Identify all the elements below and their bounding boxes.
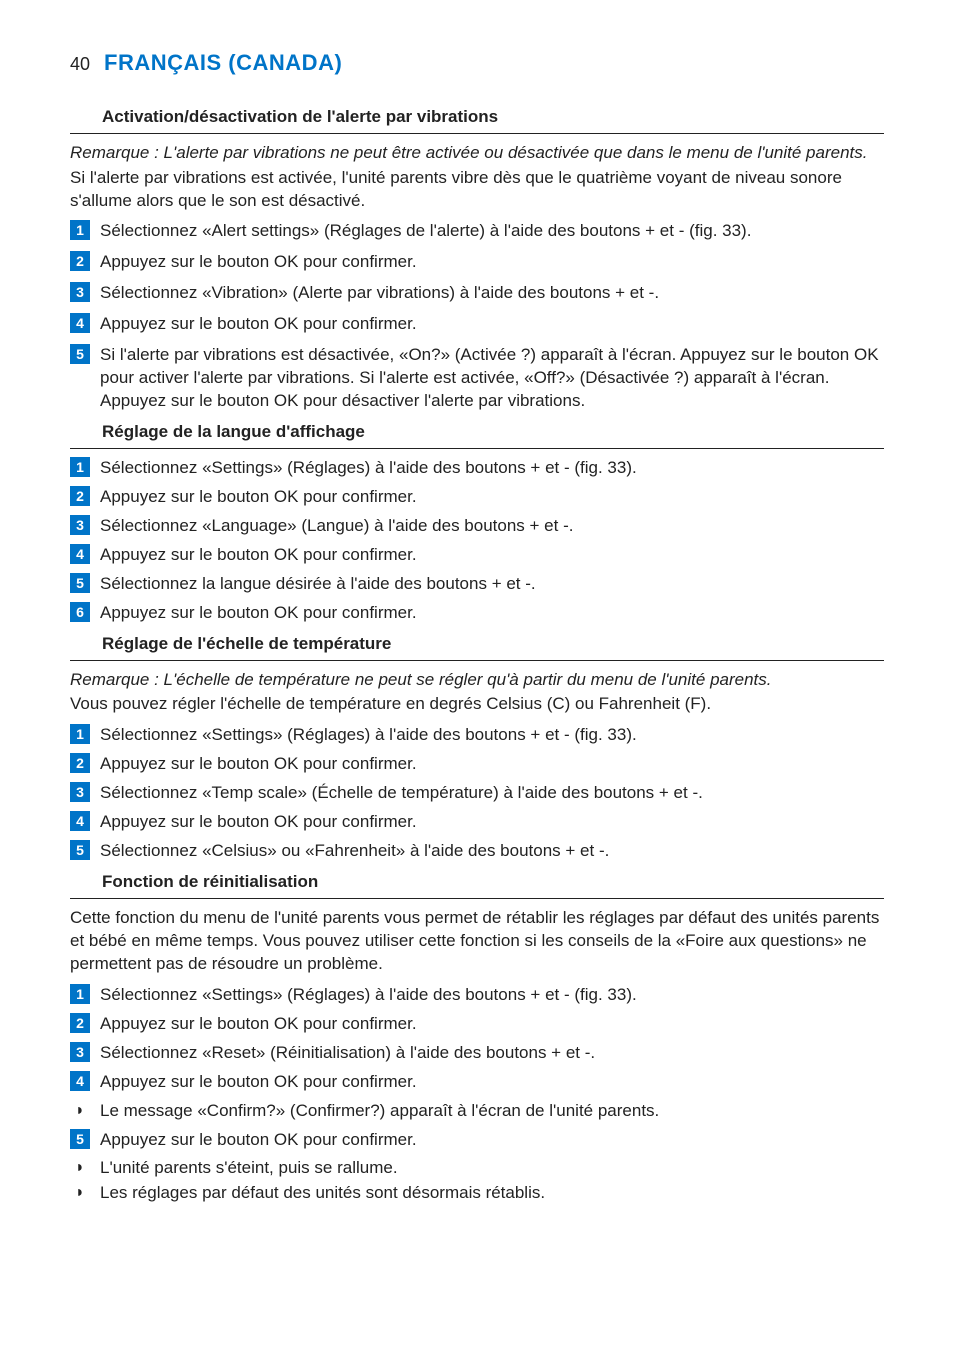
step-text: Appuyez sur le bouton OK pour confirmer. (100, 313, 884, 336)
section-note: Remarque : L'échelle de température ne p… (70, 669, 884, 692)
step-text: Appuyez sur le bouton OK pour confirmer. (100, 544, 884, 567)
step-item: 6 Appuyez sur le bouton OK pour confirme… (70, 602, 884, 625)
step-text: Appuyez sur le bouton OK pour confirmer. (100, 1013, 884, 1036)
step-text: Appuyez sur le bouton OK pour confirmer. (100, 486, 884, 509)
bullet-arrow-icon: ◗ (70, 1182, 90, 1204)
step-number-badge: 1 (70, 724, 90, 744)
step-number-badge: 4 (70, 544, 90, 564)
step-item: 5 Sélectionnez «Celsius» ou «Fahrenheit»… (70, 840, 884, 863)
section-title: Fonction de réinitialisation (102, 871, 884, 894)
bullet-arrow-icon: ◗ (70, 1157, 90, 1179)
step-item: 4 Appuyez sur le bouton OK pour confirme… (70, 1071, 884, 1094)
step-sub-text: Les réglages par défaut des unités sont … (100, 1182, 545, 1205)
step-text: Appuyez sur le bouton OK pour confirmer. (100, 602, 884, 625)
step-number-badge: 1 (70, 984, 90, 1004)
step-item: 2 Appuyez sur le bouton OK pour confirme… (70, 753, 884, 776)
step-item: 2 Appuyez sur le bouton OK pour confirme… (70, 1013, 884, 1036)
section-intro: Si l'alerte par vibrations est activée, … (70, 167, 884, 213)
step-number-badge: 3 (70, 782, 90, 802)
section-title: Réglage de l'échelle de température (102, 633, 884, 656)
steps-list: 1 Sélectionnez «Alert settings» (Réglage… (70, 220, 884, 413)
step-text: Sélectionnez «Celsius» ou «Fahrenheit» à… (100, 840, 884, 863)
steps-list: 1 Sélectionnez «Settings» (Réglages) à l… (70, 457, 884, 625)
step-text: Sélectionnez «Vibration» (Alerte par vib… (100, 282, 884, 305)
section-title: Activation/désactivation de l'alerte par… (102, 106, 884, 129)
divider (70, 448, 884, 449)
step-number-badge: 2 (70, 1013, 90, 1033)
section-note: Remarque : L'alerte par vibrations ne pe… (70, 142, 884, 165)
step-number-badge: 6 (70, 602, 90, 622)
step-text: Sélectionnez «Language» (Langue) à l'aid… (100, 515, 884, 538)
step-item: 1 Sélectionnez «Settings» (Réglages) à l… (70, 457, 884, 480)
divider (70, 133, 884, 134)
step-item: 3 Sélectionnez «Temp scale» (Échelle de … (70, 782, 884, 805)
step-item: 4 Appuyez sur le bouton OK pour confirme… (70, 544, 884, 567)
page-header: 40 FRANÇAIS (CANADA) (70, 48, 884, 78)
step-number-badge: 4 (70, 811, 90, 831)
step-number-badge: 5 (70, 1129, 90, 1149)
step-text: Appuyez sur le bouton OK pour confirmer. (100, 753, 884, 776)
manual-page: 40 FRANÇAIS (CANADA) Activation/désactiv… (0, 0, 954, 1354)
step-item: 5 Sélectionnez la langue désirée à l'aid… (70, 573, 884, 596)
step-item: 4 Appuyez sur le bouton OK pour confirme… (70, 811, 884, 834)
step-text: Sélectionnez «Alert settings» (Réglages … (100, 220, 884, 243)
step-item: 2 Appuyez sur le bouton OK pour confirme… (70, 486, 884, 509)
divider (70, 898, 884, 899)
page-header-title: FRANÇAIS (CANADA) (104, 48, 342, 78)
step-number-badge: 3 (70, 282, 90, 302)
step-text: Appuyez sur le bouton OK pour confirmer. (100, 1071, 884, 1094)
step-sub-item: ◗ Le message «Confirm?» (Confirmer?) app… (70, 1100, 884, 1123)
step-number-badge: 4 (70, 1071, 90, 1091)
step-item: 1 Sélectionnez «Settings» (Réglages) à l… (70, 724, 884, 747)
step-text: Appuyez sur le bouton OK pour confirmer. (100, 811, 884, 834)
step-number-badge: 2 (70, 753, 90, 773)
step-number-badge: 3 (70, 515, 90, 535)
step-item: 1 Sélectionnez «Settings» (Réglages) à l… (70, 984, 884, 1007)
step-number-badge: 1 (70, 457, 90, 477)
step-item: 3 Sélectionnez «Vibration» (Alerte par v… (70, 282, 884, 305)
steps-list: 1 Sélectionnez «Settings» (Réglages) à l… (70, 724, 884, 863)
step-item: 5 Appuyez sur le bouton OK pour confirme… (70, 1129, 884, 1152)
step-text: Sélectionnez «Reset» (Réinitialisation) … (100, 1042, 884, 1065)
step-text: Sélectionnez «Settings» (Réglages) à l'a… (100, 984, 884, 1007)
step-number-badge: 1 (70, 220, 90, 240)
divider (70, 660, 884, 661)
step-text: Sélectionnez «Temp scale» (Échelle de te… (100, 782, 884, 805)
step-number-badge: 5 (70, 573, 90, 593)
step-number-badge: 5 (70, 840, 90, 860)
step-sub-item: ◗ L'unité parents s'éteint, puis se rall… (70, 1157, 884, 1180)
section-intro: Cette fonction du menu de l'unité parent… (70, 907, 884, 976)
step-number-badge: 4 (70, 313, 90, 333)
step-number-badge: 5 (70, 344, 90, 364)
step-item: 2 Appuyez sur le bouton OK pour confirme… (70, 251, 884, 274)
step-sub-item: ◗ Les réglages par défaut des unités son… (70, 1182, 884, 1205)
step-text: Sélectionnez «Settings» (Réglages) à l'a… (100, 457, 884, 480)
step-sub-text: Le message «Confirm?» (Confirmer?) appar… (100, 1100, 659, 1123)
step-item: 4 Appuyez sur le bouton OK pour confirme… (70, 313, 884, 336)
steps-list: 1 Sélectionnez «Settings» (Réglages) à l… (70, 984, 884, 1206)
page-number: 40 (70, 52, 90, 76)
step-item: 3 Sélectionnez «Language» (Langue) à l'a… (70, 515, 884, 538)
step-number-badge: 2 (70, 486, 90, 506)
step-sub-text: L'unité parents s'éteint, puis se rallum… (100, 1157, 398, 1180)
step-text: Sélectionnez «Settings» (Réglages) à l'a… (100, 724, 884, 747)
section-intro: Vous pouvez régler l'échelle de températ… (70, 693, 884, 716)
step-text: Appuyez sur le bouton OK pour confirmer. (100, 251, 884, 274)
step-text: Appuyez sur le bouton OK pour confirmer. (100, 1129, 884, 1152)
step-text: Si l'alerte par vibrations est désactivé… (100, 344, 884, 413)
step-item: 5 Si l'alerte par vibrations est désacti… (70, 344, 884, 413)
step-item: 1 Sélectionnez «Alert settings» (Réglage… (70, 220, 884, 243)
bullet-arrow-icon: ◗ (70, 1100, 90, 1122)
step-item: 3 Sélectionnez «Reset» (Réinitialisation… (70, 1042, 884, 1065)
step-number-badge: 3 (70, 1042, 90, 1062)
step-text: Sélectionnez la langue désirée à l'aide … (100, 573, 884, 596)
step-number-badge: 2 (70, 251, 90, 271)
section-title: Réglage de la langue d'affichage (102, 421, 884, 444)
